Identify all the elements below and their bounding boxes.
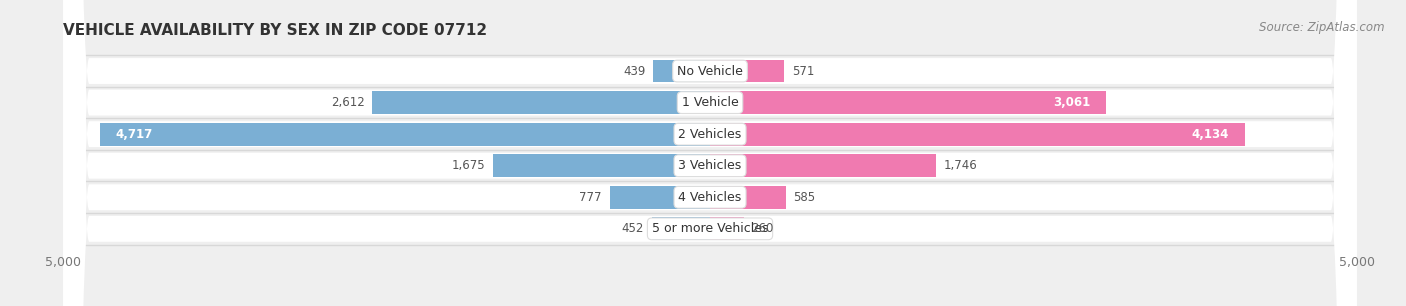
Text: 571: 571 — [792, 65, 814, 77]
FancyBboxPatch shape — [63, 0, 1357, 306]
Bar — [373, 91, 710, 114]
Text: 5 or more Vehicles: 5 or more Vehicles — [652, 222, 768, 235]
Text: 1,675: 1,675 — [451, 159, 485, 172]
Text: No Vehicle: No Vehicle — [678, 65, 742, 77]
Bar — [710, 154, 936, 177]
Bar — [710, 60, 785, 82]
Bar — [610, 186, 710, 209]
Bar — [710, 123, 1244, 146]
Text: 585: 585 — [793, 191, 815, 204]
Bar — [710, 186, 786, 209]
Text: 4,717: 4,717 — [115, 128, 153, 141]
Text: 4 Vehicles: 4 Vehicles — [679, 191, 741, 204]
Text: VEHICLE AVAILABILITY BY SEX IN ZIP CODE 07712: VEHICLE AVAILABILITY BY SEX IN ZIP CODE … — [63, 23, 488, 38]
FancyBboxPatch shape — [63, 0, 1357, 306]
Text: 2,612: 2,612 — [330, 96, 364, 109]
FancyBboxPatch shape — [63, 0, 1357, 306]
Text: 452: 452 — [621, 222, 644, 235]
Bar — [654, 60, 710, 82]
Bar — [710, 218, 744, 240]
Text: Source: ZipAtlas.com: Source: ZipAtlas.com — [1260, 21, 1385, 34]
FancyBboxPatch shape — [63, 0, 1357, 306]
Text: 1 Vehicle: 1 Vehicle — [682, 96, 738, 109]
FancyBboxPatch shape — [63, 0, 1357, 306]
FancyBboxPatch shape — [63, 0, 1357, 306]
Bar — [710, 91, 1107, 114]
Text: 1,746: 1,746 — [943, 159, 977, 172]
Text: 3,061: 3,061 — [1053, 96, 1091, 109]
Text: 439: 439 — [623, 65, 645, 77]
Text: 2 Vehicles: 2 Vehicles — [679, 128, 741, 141]
Text: 4,134: 4,134 — [1192, 128, 1229, 141]
Bar — [494, 154, 710, 177]
Text: 3 Vehicles: 3 Vehicles — [679, 159, 741, 172]
Bar — [100, 123, 710, 146]
Text: 777: 777 — [579, 191, 602, 204]
Bar — [651, 218, 710, 240]
Text: 260: 260 — [751, 222, 773, 235]
